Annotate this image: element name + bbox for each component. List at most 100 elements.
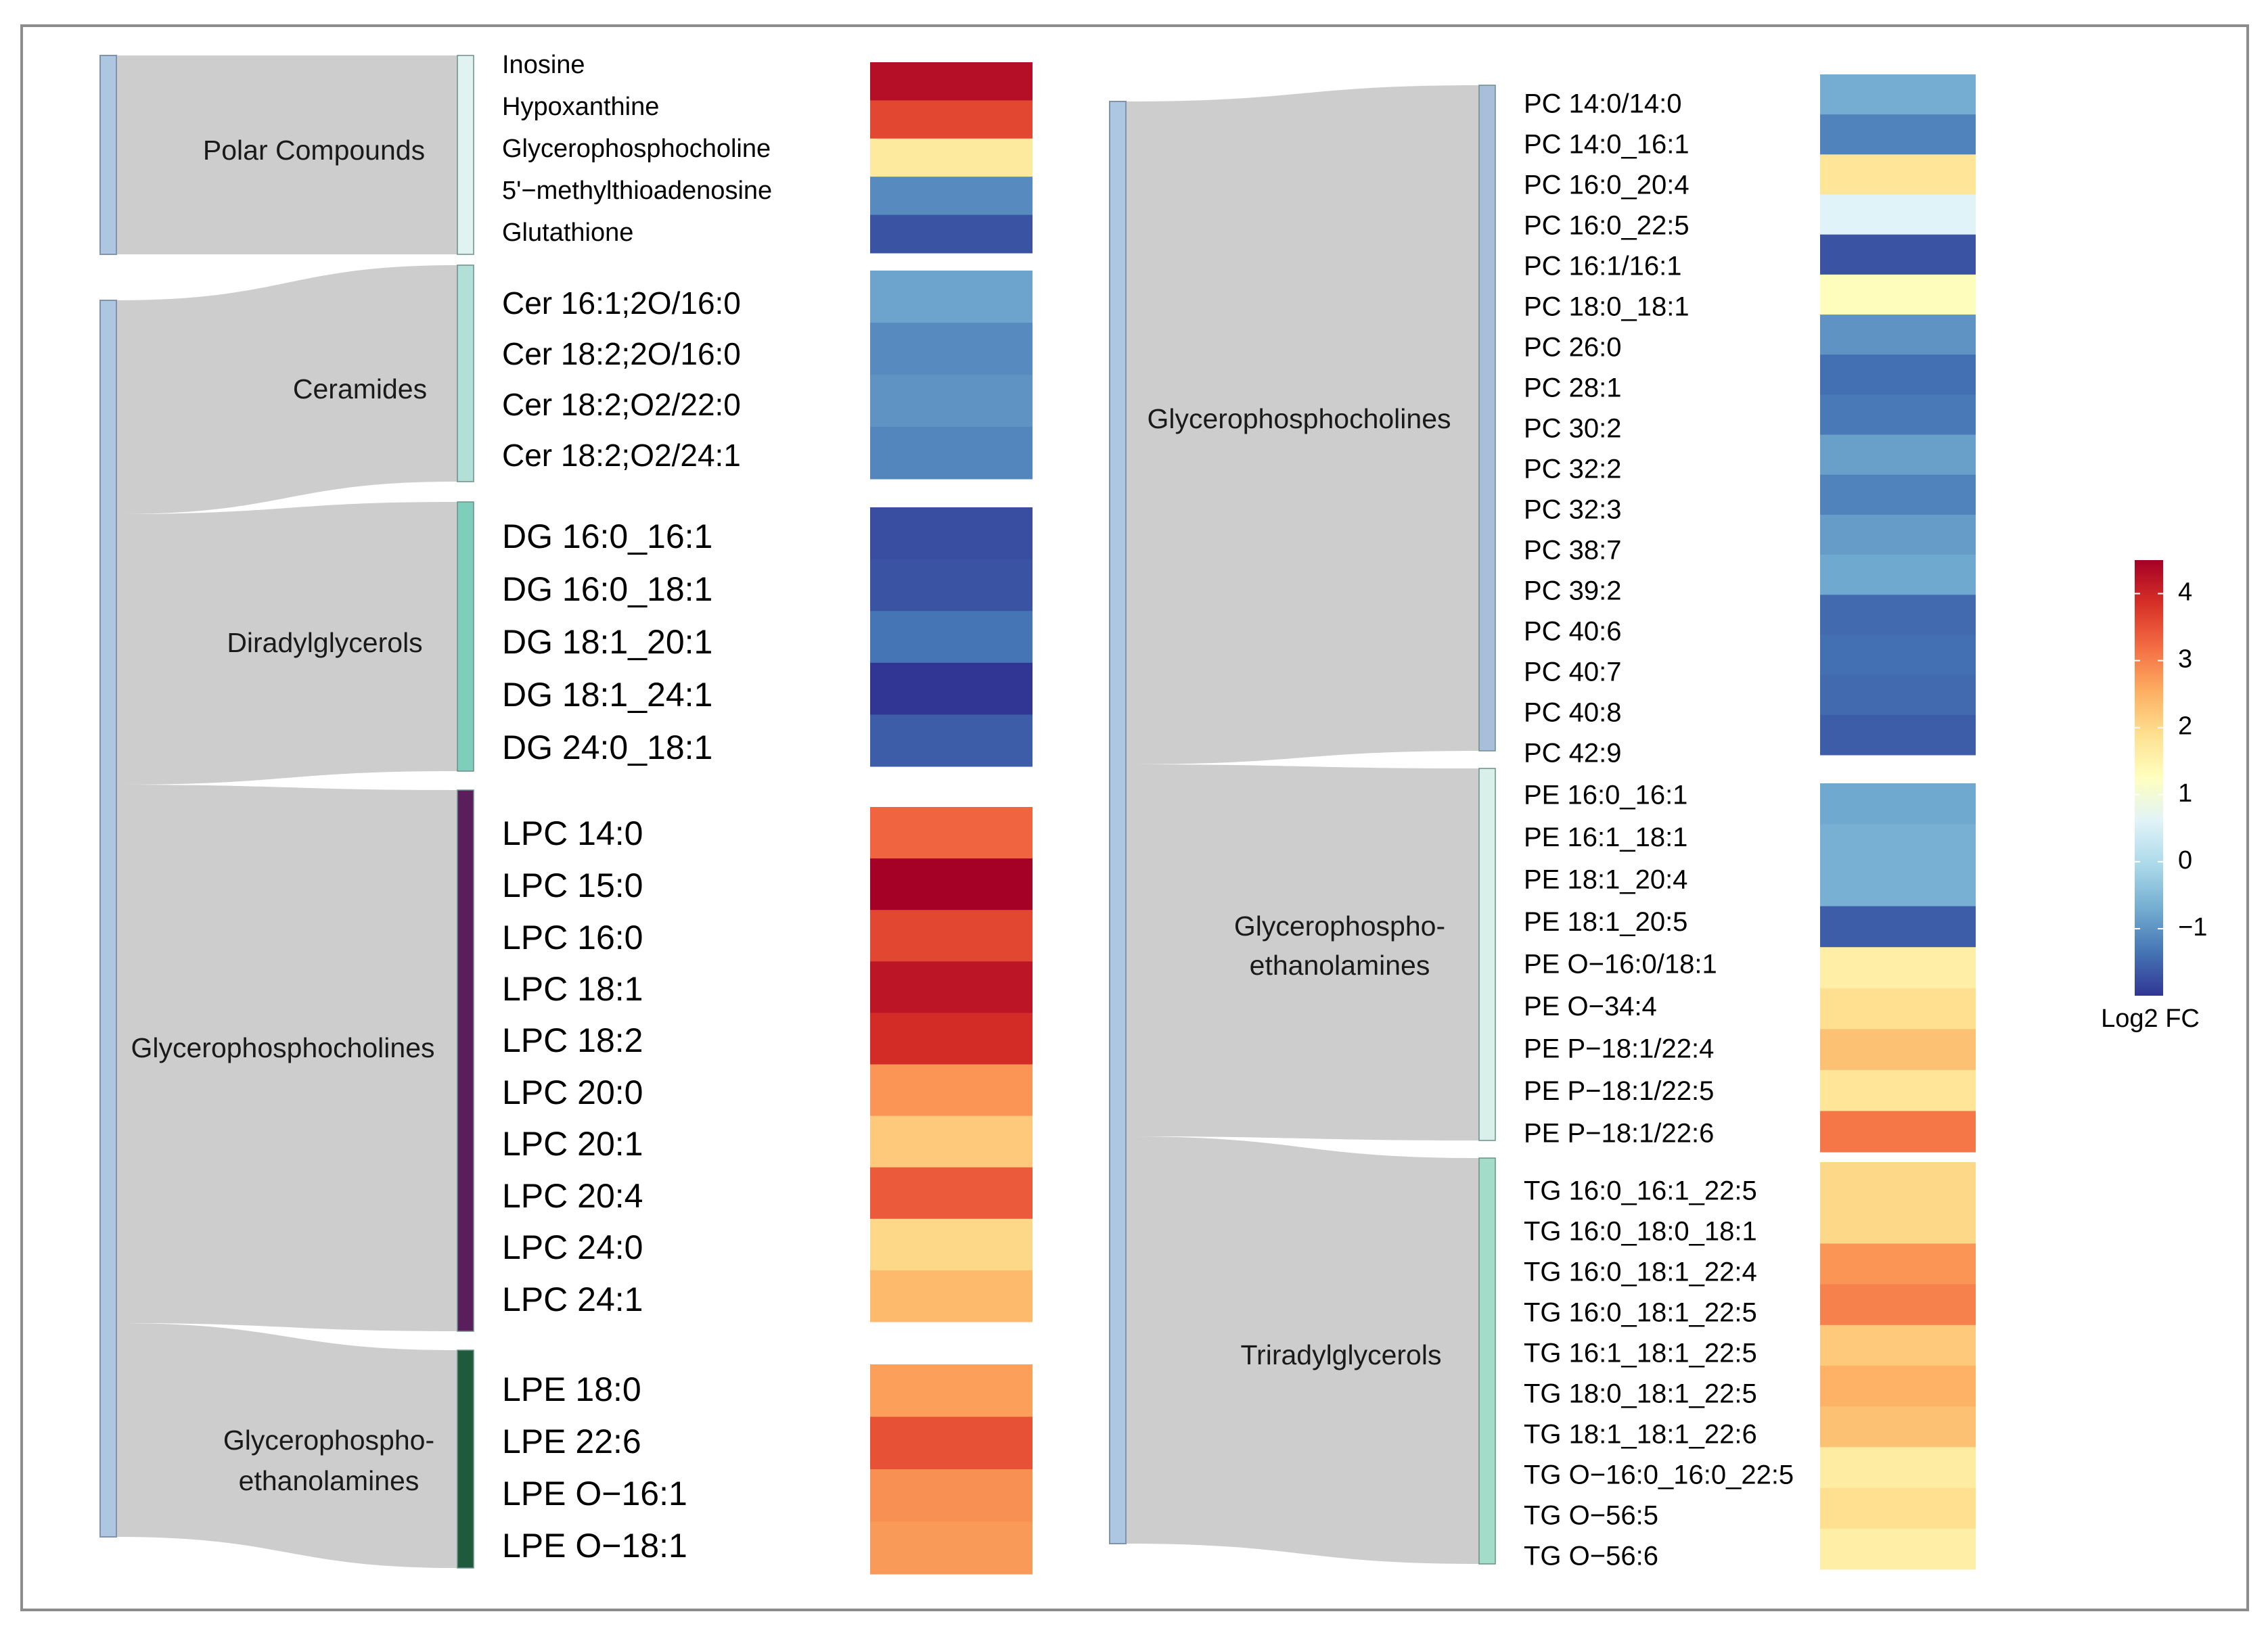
right-heat-cell-tg-16-1-18-1-22-5 bbox=[1820, 1324, 1976, 1366]
right-heat-cell-pc-39-2 bbox=[1820, 555, 1976, 595]
right-flow-glycerophosphocholines bbox=[1126, 85, 1479, 764]
left-group-bar-glycerophospho-ethanolamines bbox=[457, 1349, 474, 1569]
right-heat-cell-pe-o-16-0-18-1 bbox=[1820, 947, 1976, 989]
right-heat-cell-pc-38-7 bbox=[1820, 514, 1976, 555]
right-group-bar-glycerophospho-ethanolamines bbox=[1478, 768, 1496, 1141]
figure-border bbox=[20, 24, 2249, 1611]
left-group-label-glycerophospho-ethanolamines-line-1: Glycerophospho- bbox=[223, 1425, 434, 1456]
right-row-label-pc-16-0-22-5: PC 16:0_22:5 bbox=[1524, 211, 1689, 241]
right-heat-cell-tg-18-1-18-1-22-6 bbox=[1820, 1406, 1976, 1448]
left-heat-cell-dg-24-0-18-1 bbox=[870, 714, 1033, 767]
left-group-bar-diradylglycerols bbox=[457, 501, 474, 772]
left-row-label-lpc-15-0: LPC 15:0 bbox=[502, 867, 643, 904]
right-heat-cell-pc-40-7 bbox=[1820, 634, 1976, 676]
right-heat-cell-pc-40-8 bbox=[1820, 674, 1976, 716]
left-heat-cell-lpc-18-2 bbox=[870, 1013, 1033, 1065]
right-group-bar-triradylglycerols bbox=[1478, 1157, 1496, 1565]
left-heat-cell-glutathione bbox=[870, 214, 1033, 254]
left-heat-cell-5-methylthioadenosine bbox=[870, 177, 1033, 216]
left-heat-cell-dg-18-1-24-1 bbox=[870, 662, 1033, 715]
left-row-label-dg-16-0-18-1: DG 16:0_18:1 bbox=[502, 570, 712, 608]
right-row-label-pe-18-1-20-4: PE 18:1_20:4 bbox=[1524, 865, 1687, 895]
left-row-label-dg-24-0-18-1: DG 24:0_18:1 bbox=[502, 729, 712, 766]
right-row-label-tg-16-0-18-1-22-5: TG 16:0_18:1_22:5 bbox=[1524, 1298, 1757, 1328]
left-row-label-lpc-18-1: LPC 18:1 bbox=[502, 970, 643, 1008]
left-group-label-polar-compounds: Polar Compounds bbox=[203, 135, 425, 166]
left-flow-glycerophosphocholines bbox=[116, 785, 457, 1331]
right-row-label-tg-16-0-16-1-22-5: TG 16:0_16:1_22:5 bbox=[1524, 1176, 1757, 1206]
right-row-label-pc-18-0-18-1: PC 18:0_18:1 bbox=[1524, 292, 1689, 322]
right-heat-cell-tg-o-16-0-16-0-22-5 bbox=[1820, 1447, 1976, 1489]
left-row-label-inosine: Inosine bbox=[502, 51, 585, 79]
right-row-label-pc-40-8: PC 40:8 bbox=[1524, 698, 1622, 728]
right-row-label-tg-o-56-5: TG O−56:5 bbox=[1524, 1501, 1658, 1531]
left-group-bar-ceramides bbox=[457, 264, 474, 482]
right-row-label-tg-o-56-6: TG O−56:6 bbox=[1524, 1542, 1658, 1571]
right-heat-cell-pe-18-1-20-4 bbox=[1820, 865, 1976, 907]
right-row-label-pc-28-1: PC 28:1 bbox=[1524, 373, 1622, 403]
left-source-bar-polar bbox=[99, 55, 117, 255]
right-row-label-pc-26-0: PC 26:0 bbox=[1524, 333, 1622, 363]
right-heat-cell-pc-14-0-14-0 bbox=[1820, 74, 1976, 115]
left-heat-cell-cer-16-1-2o-16-0 bbox=[870, 271, 1033, 323]
left-heat-cell-lpc-16-0 bbox=[870, 910, 1033, 962]
left-heat-cell-cer-18-2-2o-16-0 bbox=[870, 323, 1033, 375]
left-row-label-dg-18-1-20-1: DG 18:1_20:1 bbox=[502, 623, 712, 661]
right-row-label-pe-16-1-18-1: PE 16:1_18:1 bbox=[1524, 823, 1687, 852]
left-heat-cell-dg-16-0-18-1 bbox=[870, 559, 1033, 611]
left-group-bar-polar-compounds bbox=[457, 55, 474, 255]
legend-tick-label: 3 bbox=[2178, 645, 2192, 674]
right-heat-cell-pe-p-18-1-22-6 bbox=[1820, 1111, 1976, 1153]
left-row-label-lpe-o-18-1: LPE O−18:1 bbox=[502, 1527, 687, 1565]
legend-title: Log2 FC bbox=[2101, 1005, 2200, 1033]
left-row-label-lpc-16-0: LPC 16:0 bbox=[502, 919, 643, 956]
left-flow-diradylglycerols bbox=[116, 502, 457, 785]
right-heat-cell-pc-30-2 bbox=[1820, 394, 1976, 436]
right-row-label-tg-o-16-0-16-0-22-5: TG O−16:0_16:0_22:5 bbox=[1524, 1460, 1794, 1490]
left-heat-cell-lpc-20-1 bbox=[870, 1115, 1033, 1168]
left-heat-cell-lpc-20-0 bbox=[870, 1064, 1033, 1117]
left-heat-cell-lpc-24-0 bbox=[870, 1218, 1033, 1271]
left-group-label-glycerophospho-ethanolamines-line-2: ethanolamines bbox=[239, 1465, 419, 1496]
right-heat-cell-pe-p-18-1-22-4 bbox=[1820, 1029, 1976, 1071]
right-group-label-glycerophospho-ethanolamines-line-2: ethanolamines bbox=[1250, 950, 1430, 981]
right-row-label-tg-16-0-18-1-22-4: TG 16:0_18:1_22:4 bbox=[1524, 1257, 1757, 1287]
left-row-label-cer-16-1-2o-16-0: Cer 16:1;2O/16:0 bbox=[502, 285, 741, 321]
left-heat-cell-lpc-18-1 bbox=[870, 961, 1033, 1013]
left-row-label-lpc-20-1: LPC 20:1 bbox=[502, 1125, 643, 1163]
right-row-label-pe-p-18-1-22-4: PE P−18:1/22:4 bbox=[1524, 1034, 1714, 1064]
right-row-label-pc-32-3: PC 32:3 bbox=[1524, 495, 1622, 525]
left-row-label-lpc-20-4: LPC 20:4 bbox=[502, 1177, 643, 1215]
right-flow-glycerophospho-ethanolamines bbox=[1126, 764, 1479, 1140]
left-heat-cell-cer-18-2-o2-22-0 bbox=[870, 375, 1033, 428]
legend-tick-label: 0 bbox=[2178, 846, 2192, 875]
left-group-label-ceramides: Ceramides bbox=[293, 373, 427, 405]
right-row-label-pe-o-16-0-18-1: PE O−16:0/18:1 bbox=[1524, 950, 1717, 979]
right-heat-cell-pc-16-0-22-5 bbox=[1820, 194, 1976, 235]
right-heat-cell-pc-16-1-16-1 bbox=[1820, 234, 1976, 275]
right-heat-cell-tg-o-56-6 bbox=[1820, 1528, 1976, 1570]
right-row-label-pc-42-9: PC 42:9 bbox=[1524, 739, 1622, 768]
right-group-label-glycerophosphocholines: Glycerophosphocholines bbox=[1148, 403, 1451, 434]
right-heat-cell-pe-o-34-4 bbox=[1820, 988, 1976, 1030]
left-row-label-dg-16-0-16-1: DG 16:0_16:1 bbox=[502, 517, 712, 555]
left-row-label-lpc-20-0: LPC 20:0 bbox=[502, 1074, 643, 1111]
right-row-label-pc-14-0-14-0: PC 14:0/14:0 bbox=[1524, 89, 1682, 119]
right-heat-cell-pe-p-18-1-22-5 bbox=[1820, 1069, 1976, 1111]
right-heat-cell-pc-32-2 bbox=[1820, 434, 1976, 476]
left-row-label-hypoxanthine: Hypoxanthine bbox=[502, 93, 659, 121]
left-group-label-glycerophosphocholines: Glycerophosphocholines bbox=[131, 1032, 435, 1063]
right-heat-cell-tg-16-0-18-1-22-5 bbox=[1820, 1284, 1976, 1326]
right-group-bar-glycerophosphocholines bbox=[1478, 85, 1496, 752]
right-row-label-pc-38-7: PC 38:7 bbox=[1524, 536, 1622, 565]
right-heat-cell-tg-16-0-18-1-22-4 bbox=[1820, 1243, 1976, 1285]
left-heat-cell-dg-16-0-16-1 bbox=[870, 507, 1033, 560]
left-row-label-lpc-24-1: LPC 24:1 bbox=[502, 1280, 643, 1318]
left-heat-cell-lpc-14-0 bbox=[870, 807, 1033, 859]
right-row-label-tg-18-1-18-1-22-6: TG 18:1_18:1_22:6 bbox=[1524, 1420, 1757, 1450]
right-heat-cell-pe-16-0-16-1 bbox=[1820, 783, 1976, 825]
right-row-label-pe-p-18-1-22-5: PE P−18:1/22:5 bbox=[1524, 1076, 1714, 1106]
left-row-label-lpc-14-0: LPC 14:0 bbox=[502, 814, 643, 852]
left-row-label-lpe-o-16-1: LPE O−16:1 bbox=[502, 1475, 687, 1513]
right-heat-cell-tg-18-0-18-1-22-5 bbox=[1820, 1366, 1976, 1407]
